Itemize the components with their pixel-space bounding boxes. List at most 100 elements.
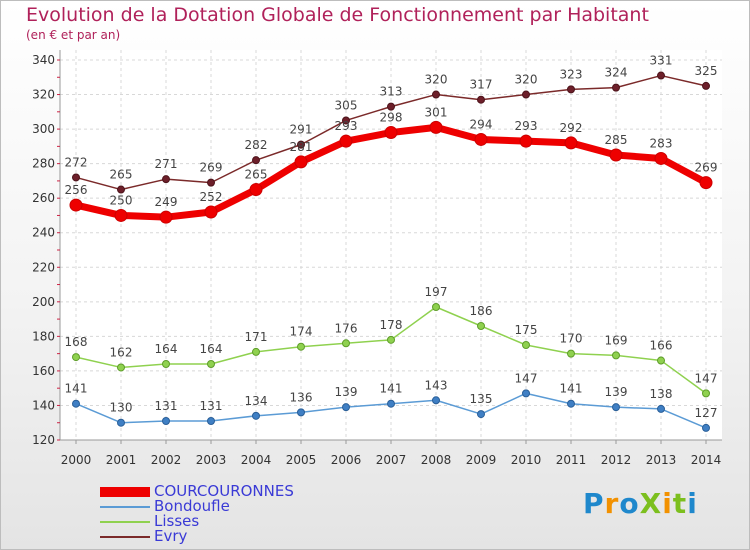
y-tick-label: 120 <box>32 433 55 447</box>
legend-label: Bondoufle <box>154 497 230 515</box>
data-label: 265 <box>245 168 268 182</box>
y-tick-label: 340 <box>32 53 55 67</box>
data-label: 139 <box>605 385 628 399</box>
data-label: 271 <box>155 157 178 171</box>
series-lisses <box>72 303 710 398</box>
data-point <box>522 389 530 398</box>
data-label: 130 <box>110 401 133 415</box>
logo-letter: i <box>687 487 698 520</box>
data-label: 174 <box>290 325 313 339</box>
data-label: 166 <box>650 339 673 353</box>
x-tick-label: 2009 <box>466 453 497 467</box>
data-point <box>477 95 485 104</box>
data-label: 141 <box>380 382 403 396</box>
data-label: 269 <box>200 161 223 175</box>
data-point <box>522 90 530 99</box>
data-point <box>297 408 305 417</box>
data-point <box>474 132 488 146</box>
data-point <box>429 120 443 134</box>
legend-swatch <box>100 536 150 538</box>
data-label: 164 <box>200 342 223 356</box>
data-label: 135 <box>470 392 493 406</box>
data-label: 136 <box>290 390 313 404</box>
data-label: 298 <box>380 111 403 125</box>
data-label: 197 <box>425 285 448 299</box>
data-point <box>567 349 575 358</box>
data-point <box>297 342 305 351</box>
proxiti-logo: ProXiti <box>583 487 698 520</box>
data-label: 131 <box>200 399 223 413</box>
data-label: 249 <box>155 195 178 209</box>
data-label: 143 <box>425 378 448 392</box>
data-point <box>117 185 125 194</box>
legend-swatch <box>100 487 150 497</box>
x-tick-label: 2001 <box>106 453 137 467</box>
data-label: 127 <box>695 406 718 420</box>
data-point <box>384 126 398 140</box>
data-label: 324 <box>605 66 628 80</box>
legend-label: Lisses <box>154 512 200 530</box>
data-point <box>72 353 80 362</box>
data-point <box>387 102 395 111</box>
data-label: 176 <box>335 321 358 335</box>
data-label: 134 <box>245 394 268 408</box>
data-label: 305 <box>335 98 358 112</box>
data-point <box>207 178 215 187</box>
data-label: 131 <box>155 399 178 413</box>
data-point <box>69 198 83 212</box>
data-label: 141 <box>65 382 88 396</box>
data-label: 169 <box>605 333 628 347</box>
data-point <box>339 134 353 148</box>
data-label: 272 <box>65 155 88 169</box>
data-label: 293 <box>335 119 358 133</box>
series-bondoufle <box>72 389 710 432</box>
data-label: 281 <box>290 140 313 154</box>
data-point <box>252 347 260 356</box>
data-point <box>654 151 668 165</box>
data-point <box>612 83 620 92</box>
y-tick-label: 320 <box>32 88 55 102</box>
data-label: 294 <box>470 117 493 131</box>
x-tick-label: 2008 <box>421 453 452 467</box>
logo-letter: X <box>639 487 663 520</box>
data-point <box>564 136 578 150</box>
data-point <box>294 155 308 169</box>
legend-label: Evry <box>154 527 188 545</box>
data-point <box>522 341 530 349</box>
data-label: 292 <box>560 121 583 135</box>
data-point <box>702 81 710 90</box>
data-point <box>297 140 305 149</box>
y-tick-label: 180 <box>32 329 55 343</box>
data-label: 252 <box>200 190 223 204</box>
data-point <box>162 175 170 184</box>
x-tick-label: 2003 <box>196 453 227 467</box>
data-label: 178 <box>380 318 403 332</box>
data-label: 323 <box>560 67 583 81</box>
data-label: 168 <box>65 335 88 349</box>
x-tick-label: 2014 <box>691 453 722 467</box>
y-tick-label: 240 <box>32 226 55 240</box>
data-point <box>117 418 125 427</box>
data-point <box>207 360 215 368</box>
y-tick-label: 200 <box>32 295 55 309</box>
data-label: 269 <box>695 161 718 175</box>
data-point <box>207 417 215 425</box>
legend-swatch <box>100 506 150 508</box>
data-point <box>699 176 713 190</box>
data-label: 282 <box>245 138 268 152</box>
logo-letter: P <box>583 487 605 520</box>
x-tick-label: 2000 <box>61 453 92 467</box>
data-point <box>612 403 620 412</box>
x-tick-label: 2005 <box>286 453 317 467</box>
data-label: 325 <box>695 64 718 78</box>
x-tick-label: 2011 <box>556 453 587 467</box>
data-label: 291 <box>290 123 313 137</box>
y-tick-label: 280 <box>32 157 55 171</box>
data-label: 139 <box>335 385 358 399</box>
data-point <box>387 399 395 408</box>
data-label: 186 <box>470 304 493 318</box>
data-point <box>252 411 260 420</box>
legend-label: COURCOURONNES <box>154 482 294 500</box>
data-point <box>702 423 710 432</box>
data-label: 285 <box>605 133 628 147</box>
